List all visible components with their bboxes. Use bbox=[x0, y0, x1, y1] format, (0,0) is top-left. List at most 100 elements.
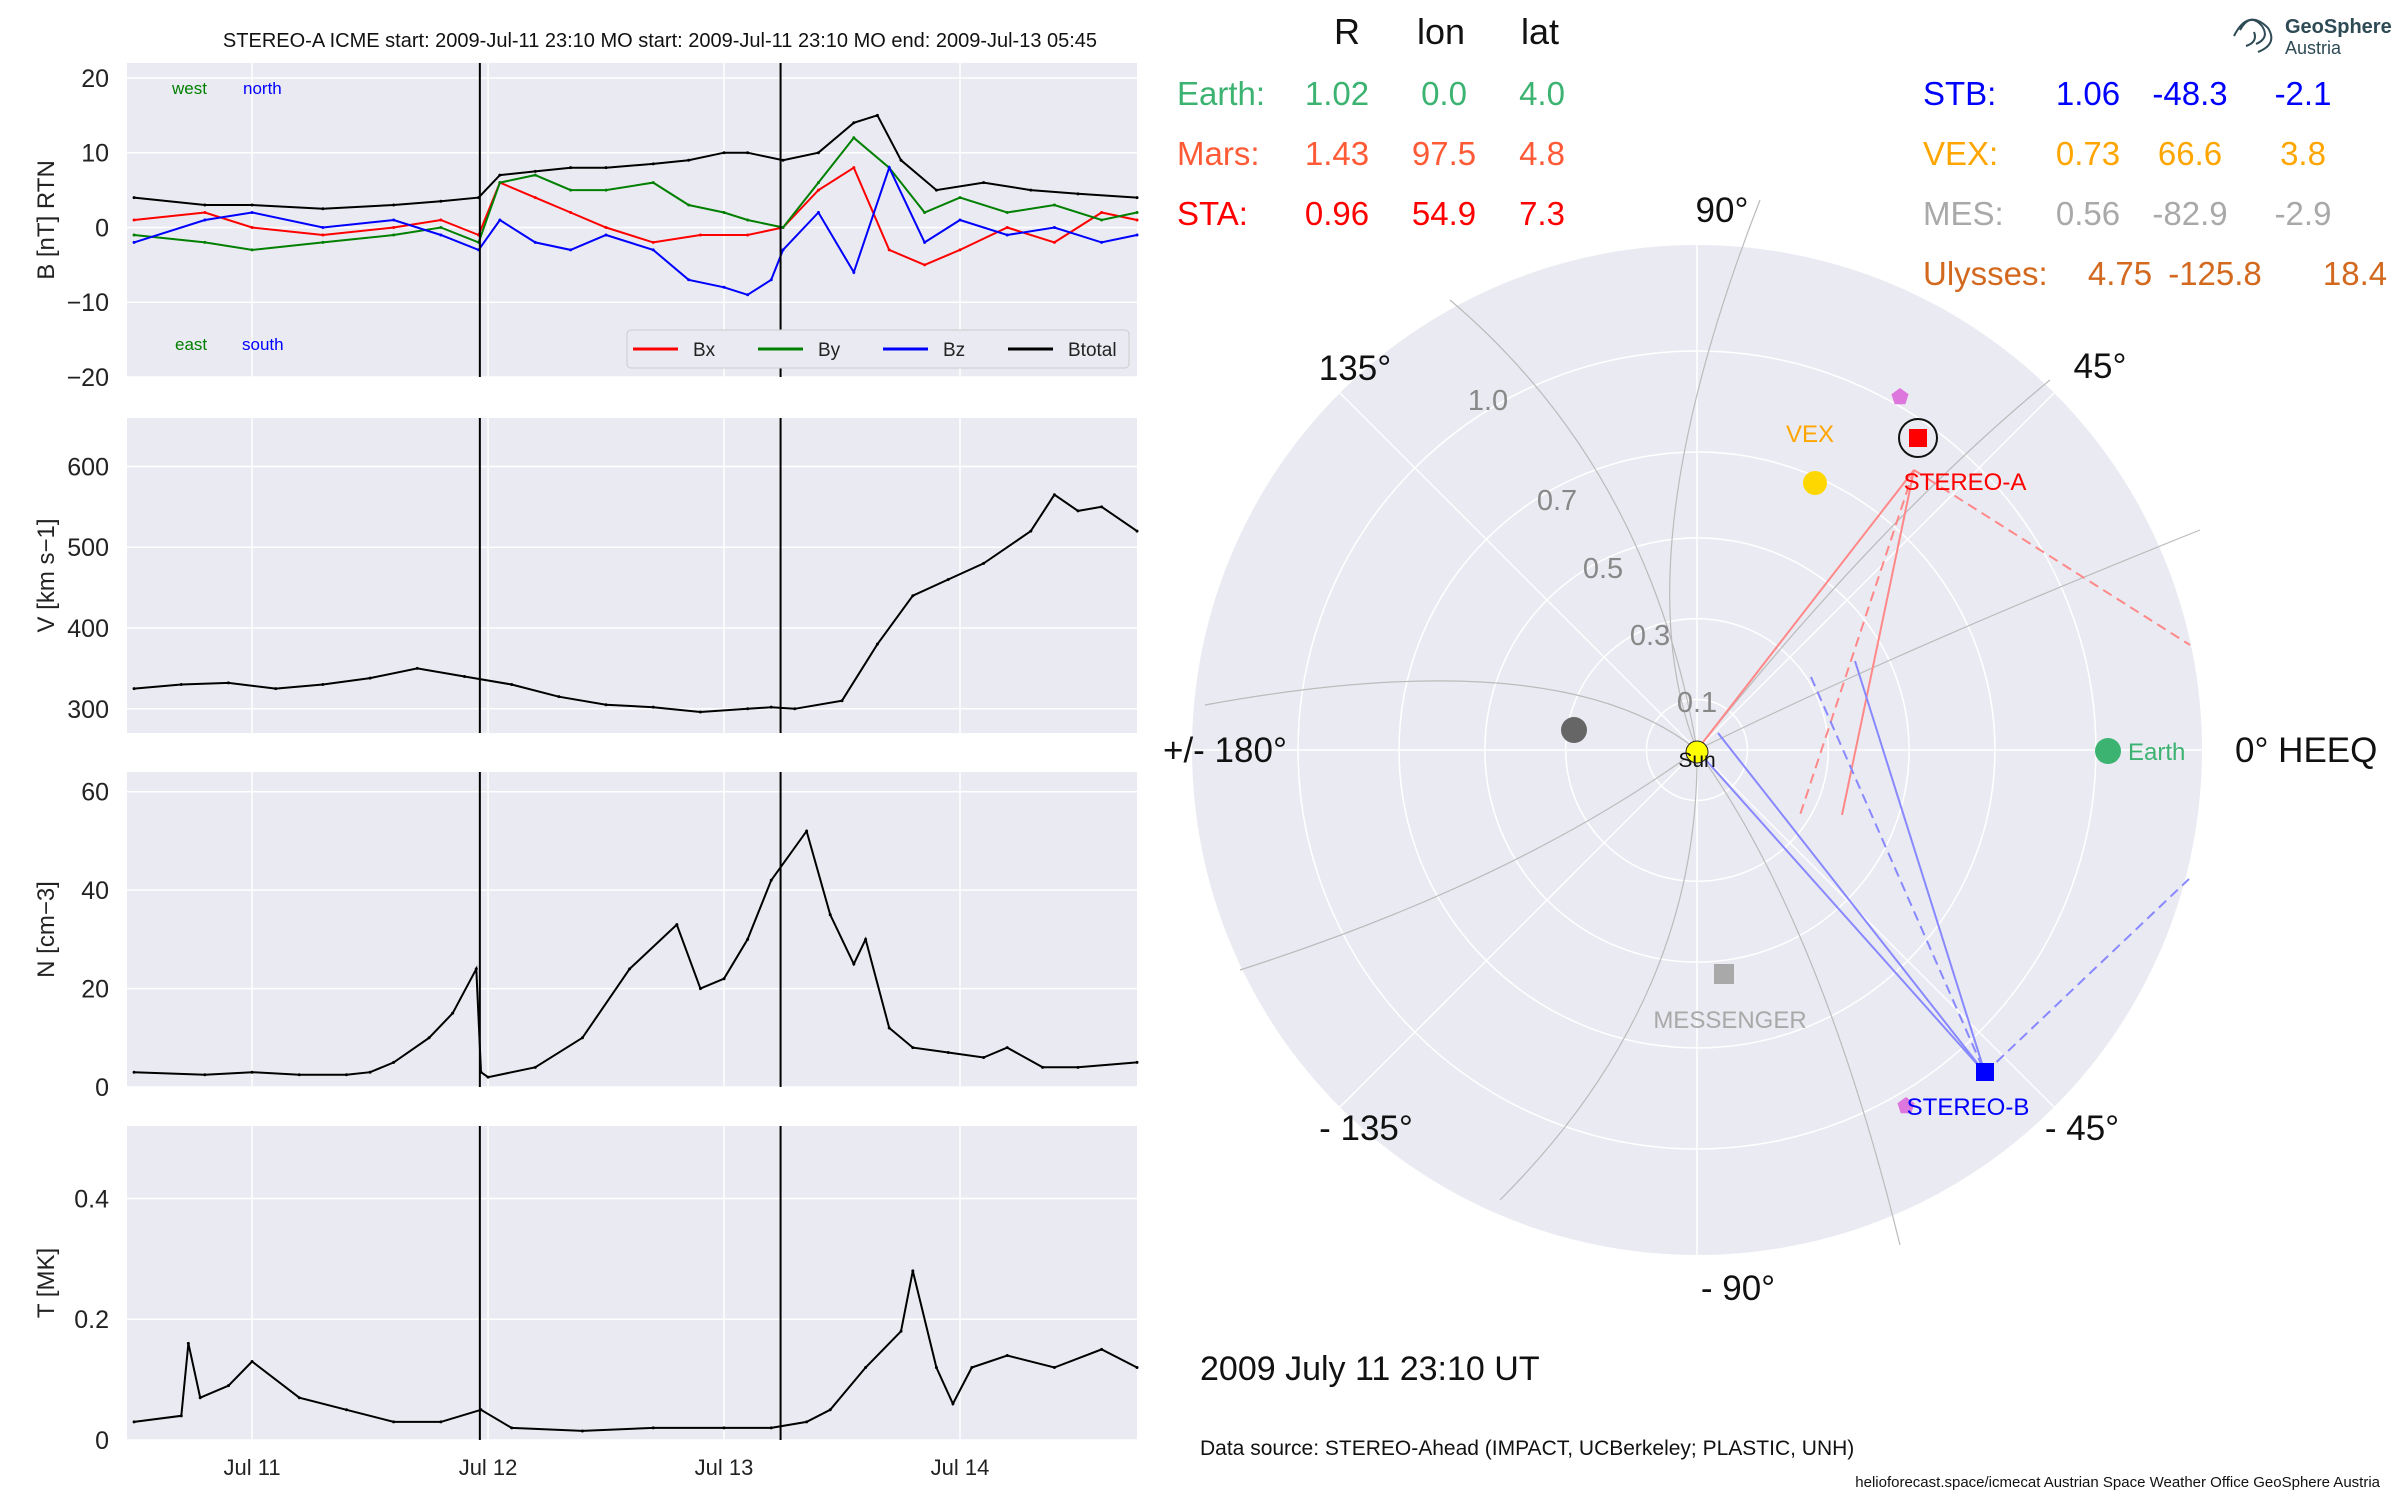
stereo-a-ring bbox=[1898, 418, 1938, 458]
legend: Bx By Bz Btotal bbox=[626, 329, 1130, 369]
position-cell: 4.75 bbox=[2088, 255, 2152, 292]
legend-label: Btotal bbox=[1068, 340, 1117, 361]
data-point bbox=[946, 578, 950, 582]
data-point bbox=[1100, 211, 1104, 215]
stereo-b-label: STEREO-B bbox=[1907, 1094, 2030, 1121]
data-point bbox=[816, 211, 820, 215]
data-source: Data source: STEREO-Ahead (IMPACT, UCBer… bbox=[1200, 1437, 1854, 1460]
data-point bbox=[805, 1420, 809, 1424]
position-cell: 1.43 bbox=[1305, 135, 1369, 172]
x-tick-label: Jul 12 bbox=[459, 1455, 518, 1480]
data-point bbox=[698, 233, 702, 237]
position-cell: -2.9 bbox=[2275, 195, 2332, 232]
data-point bbox=[675, 923, 679, 927]
data-point bbox=[923, 240, 927, 244]
y-tick-label: 0 bbox=[95, 1074, 109, 1102]
position-cell: Earth: bbox=[1177, 75, 1265, 112]
panel-background bbox=[127, 1126, 1137, 1440]
data-point bbox=[392, 225, 396, 229]
sta-field-line-dashed bbox=[1913, 469, 2191, 646]
data-point bbox=[1076, 192, 1080, 196]
position-cell: -2.1 bbox=[2275, 75, 2332, 112]
y-tick-label: −10 bbox=[67, 289, 109, 317]
legend-label: By bbox=[818, 340, 841, 361]
spiral-arc bbox=[1696, 529, 2201, 751]
y-axis-label: T [MK] bbox=[33, 1248, 60, 1318]
data-point bbox=[250, 1070, 254, 1074]
y-tick-label: 20 bbox=[81, 65, 109, 93]
data-point bbox=[1135, 211, 1139, 215]
data-point bbox=[198, 1396, 202, 1400]
data-point bbox=[533, 196, 537, 200]
data-point bbox=[899, 1329, 903, 1333]
data-point bbox=[321, 683, 325, 687]
data-point bbox=[203, 240, 207, 244]
data-point bbox=[1029, 188, 1033, 192]
angle-label: 0° HEEQ bbox=[2235, 731, 2377, 770]
data-point bbox=[321, 225, 325, 229]
data-point bbox=[297, 1073, 301, 1077]
data-point bbox=[439, 199, 443, 203]
data-point bbox=[946, 1051, 950, 1055]
data-point bbox=[250, 1360, 254, 1363]
position-cell: Mars: bbox=[1177, 135, 1260, 172]
data-point bbox=[1135, 196, 1139, 200]
data-point bbox=[250, 248, 254, 252]
messenger-marker bbox=[1714, 964, 1734, 984]
position-cell: Ulysses: bbox=[1923, 255, 2048, 292]
data-point bbox=[533, 1065, 537, 1069]
vex-label: VEX bbox=[1786, 421, 1834, 448]
data-point bbox=[1005, 233, 1009, 237]
data-point bbox=[1100, 240, 1104, 244]
inner-label-west: west bbox=[171, 79, 207, 98]
panel-1: −20 −10 0 10 20 B [nT] RTN west north east south B… bbox=[33, 63, 1139, 392]
y-tick-label: 600 bbox=[67, 453, 109, 481]
data-point bbox=[203, 211, 207, 215]
series-line-panel4 bbox=[133, 1270, 1138, 1432]
spiral-arc bbox=[1204, 680, 1698, 751]
data-point bbox=[569, 188, 573, 192]
data-point bbox=[1076, 509, 1080, 513]
geosphere-logo: GeoSphere Austria bbox=[2233, 16, 2392, 58]
data-point bbox=[982, 1055, 986, 1059]
angle-label: - 45° bbox=[2045, 1109, 2119, 1148]
data-point bbox=[840, 699, 844, 703]
y-tick-label: 20 bbox=[81, 976, 109, 1004]
data-point bbox=[651, 248, 655, 252]
y-tick-label: −20 bbox=[67, 364, 109, 392]
position-cell: 4.0 bbox=[1519, 75, 1565, 112]
data-point bbox=[321, 233, 325, 237]
data-point bbox=[923, 211, 927, 215]
data-point bbox=[698, 987, 702, 991]
data-point bbox=[321, 240, 325, 244]
data-point bbox=[651, 162, 655, 166]
data-point bbox=[439, 233, 443, 237]
data-point bbox=[1135, 529, 1139, 533]
radial-label: 0.7 bbox=[1537, 485, 1577, 517]
data-point bbox=[203, 203, 207, 207]
angle-label: 45° bbox=[2074, 347, 2127, 386]
data-point bbox=[132, 1070, 136, 1074]
messenger-label: MESSENGER bbox=[1653, 1007, 1806, 1034]
stb-field-line bbox=[1717, 732, 1986, 1074]
data-point bbox=[250, 203, 254, 207]
position-cell: VEX: bbox=[1923, 135, 1998, 172]
y-tick-label: 0.2 bbox=[74, 1306, 109, 1334]
data-point bbox=[1135, 218, 1139, 222]
data-point bbox=[970, 1366, 974, 1370]
data-point bbox=[769, 1426, 773, 1430]
position-cell: STB: bbox=[1923, 75, 1996, 112]
position-cell: 1.06 bbox=[2056, 75, 2120, 112]
data-point bbox=[415, 666, 419, 670]
y-axis-label: B [nT] RTN bbox=[33, 160, 60, 280]
data-point bbox=[934, 188, 938, 192]
data-point bbox=[132, 1420, 136, 1424]
data-point bbox=[722, 1426, 726, 1430]
y-tick-label: 400 bbox=[67, 615, 109, 643]
data-point bbox=[923, 263, 927, 267]
data-point bbox=[1135, 1060, 1139, 1064]
position-cell: MES: bbox=[1923, 195, 2004, 232]
data-point bbox=[533, 173, 537, 177]
data-point bbox=[569, 166, 573, 170]
data-point bbox=[451, 1011, 455, 1015]
